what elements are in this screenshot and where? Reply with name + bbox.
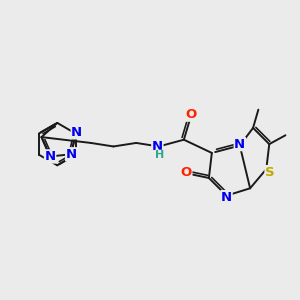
Text: N: N	[234, 138, 245, 151]
Text: N: N	[152, 140, 163, 153]
Text: O: O	[185, 108, 196, 121]
Text: N: N	[71, 126, 82, 139]
Text: N: N	[45, 150, 56, 163]
Text: S: S	[265, 166, 275, 178]
Text: N: N	[221, 190, 232, 204]
Text: N: N	[66, 148, 77, 161]
Text: O: O	[181, 166, 192, 178]
Text: H: H	[155, 150, 164, 160]
